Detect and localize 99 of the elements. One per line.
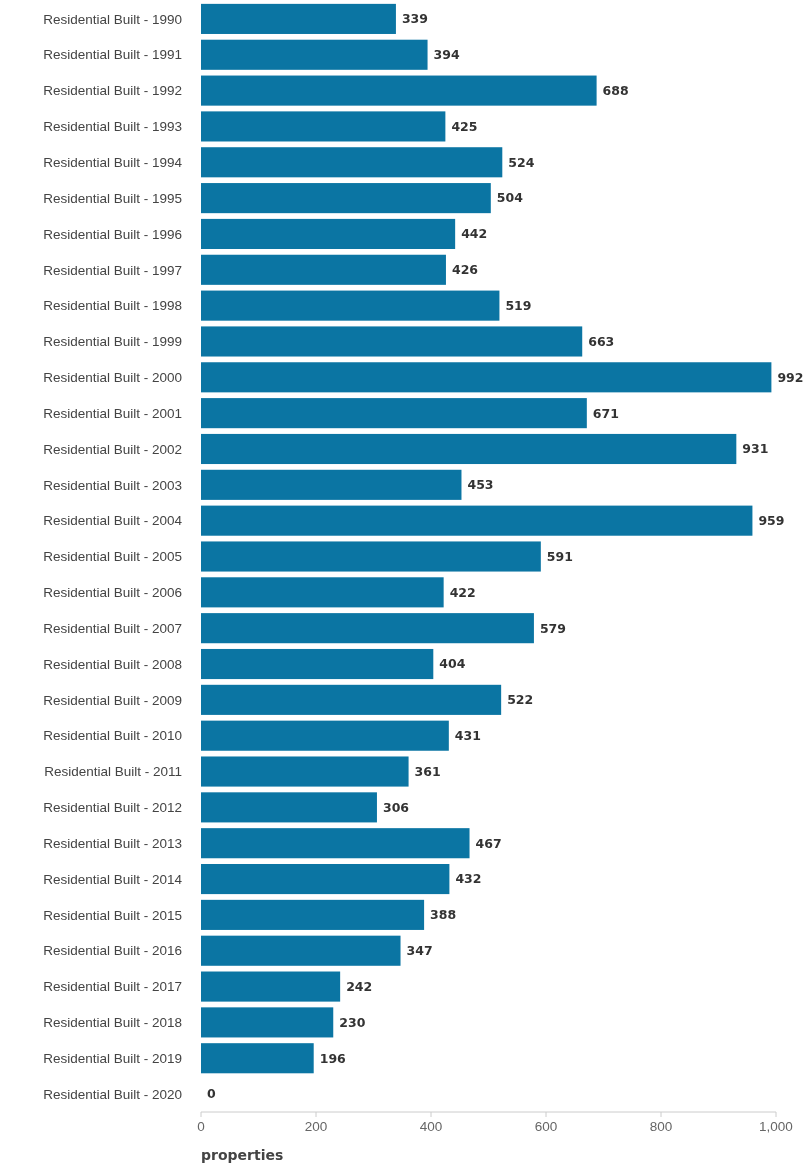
y-tick-label: Residential Built - 2004 <box>43 513 183 529</box>
y-tick-label: Residential Built - 2007 <box>43 620 182 636</box>
data-label: 388 <box>430 907 457 923</box>
data-label: 426 <box>451 262 479 278</box>
bar <box>201 433 737 465</box>
y-tick-label: Residential Built - 2011 <box>44 764 182 780</box>
data-label: 524 <box>508 154 535 170</box>
data-label: 230 <box>339 1014 366 1030</box>
bar <box>201 398 587 429</box>
bar <box>201 218 456 249</box>
data-label: 196 <box>319 1050 347 1066</box>
bar <box>201 183 491 214</box>
data-label: 453 <box>467 477 494 493</box>
y-tick-label: Residential Built - 2010 <box>43 728 182 744</box>
x-tick-label: 400 <box>419 1119 443 1134</box>
bar <box>201 792 377 823</box>
bar <box>201 3 396 34</box>
bar <box>201 828 470 859</box>
y-tick-label: Residential Built - 1992 <box>43 83 182 99</box>
bar <box>201 326 583 357</box>
y-tick-label: Residential Built - 2000 <box>43 370 182 386</box>
data-label: 242 <box>346 978 373 994</box>
data-label: 442 <box>461 226 488 242</box>
bar <box>201 469 462 500</box>
x-tick-label: 600 <box>534 1119 558 1134</box>
data-label: 688 <box>602 82 629 98</box>
x-tick-label: 0 <box>197 1119 205 1134</box>
y-tick-label: Residential Built - 2001 <box>43 405 182 421</box>
data-label: 347 <box>406 943 433 959</box>
y-tick-label: Residential Built - 2013 <box>43 835 182 851</box>
data-label: 671 <box>592 405 619 421</box>
x-tick-label: 800 <box>649 1119 673 1134</box>
data-label: 404 <box>439 656 466 672</box>
y-tick-label: Residential Built - 2005 <box>43 549 182 565</box>
y-tick-label: Residential Built - 1991 <box>43 47 182 63</box>
data-label: 992 <box>777 369 804 385</box>
data-label: 519 <box>505 298 532 313</box>
x-tick-label: 1,000 <box>759 1119 793 1134</box>
data-label: 579 <box>539 620 567 636</box>
y-tick-label: Residential Built - 1995 <box>43 190 182 206</box>
bar <box>201 254 446 285</box>
bar <box>201 935 401 966</box>
y-tick-label: Residential Built - 1996 <box>43 226 182 242</box>
y-tick-label: Residential Built - 2016 <box>43 943 182 959</box>
y-tick-label: Residential Built - 2020 <box>43 1086 182 1102</box>
bar <box>201 648 434 680</box>
bar <box>201 756 409 787</box>
bar <box>201 613 534 644</box>
y-tick-label: Residential Built - 1990 <box>43 11 182 27</box>
y-tick-label: Residential Built - 2018 <box>43 1015 182 1031</box>
bar <box>201 290 500 321</box>
y-tick-label: Residential Built - 2015 <box>43 907 182 923</box>
data-label: 394 <box>433 47 460 63</box>
bar <box>201 864 450 895</box>
y-tick-label: Residential Built - 2006 <box>43 585 182 601</box>
y-tick-label: Residential Built - 2014 <box>43 871 183 887</box>
y-tick-label: Residential Built - 2002 <box>43 441 182 457</box>
y-tick-label: Residential Built - 1998 <box>43 298 182 314</box>
y-tick-label: Residential Built - 1994 <box>43 155 183 170</box>
bar <box>201 147 503 178</box>
data-label: 663 <box>588 333 615 349</box>
bar <box>201 684 502 715</box>
y-tick-label: Residential Built - 2019 <box>43 1050 182 1066</box>
bar <box>201 541 541 572</box>
bar <box>201 362 772 393</box>
data-label: 959 <box>758 513 785 529</box>
y-tick-label: Residential Built - 2017 <box>43 979 182 995</box>
x-axis-title: properties <box>201 1147 284 1163</box>
y-tick-label: Residential Built - 1999 <box>43 334 182 350</box>
bar <box>201 39 428 70</box>
bar <box>201 75 597 106</box>
bar <box>201 505 753 536</box>
data-label: 522 <box>507 692 534 708</box>
data-label: 339 <box>401 11 429 27</box>
data-label: 431 <box>454 728 481 744</box>
y-tick-label: Residential Built - 1993 <box>43 119 182 135</box>
bar <box>201 720 449 751</box>
y-tick-label: Residential Built - 2003 <box>43 477 182 493</box>
data-label: 306 <box>382 799 410 815</box>
y-tick-label: Residential Built - 1997 <box>43 262 182 278</box>
bar <box>201 577 444 608</box>
bar <box>201 899 425 930</box>
data-label: 0 <box>207 1086 216 1102</box>
data-label: 467 <box>475 835 502 851</box>
bar <box>201 971 341 1002</box>
bar <box>201 111 446 142</box>
bar <box>201 1043 314 1074</box>
y-tick-label: Residential Built - 2009 <box>43 692 182 708</box>
y-tick-label: Residential Built - 2008 <box>43 656 182 672</box>
data-label: 422 <box>449 584 476 600</box>
x-tick-label: 200 <box>304 1119 328 1134</box>
data-label: 425 <box>451 118 478 134</box>
data-label: 931 <box>742 441 769 457</box>
data-label: 432 <box>455 871 482 887</box>
bar <box>201 1007 334 1038</box>
data-label: 361 <box>414 763 441 779</box>
data-label: 504 <box>496 190 524 206</box>
y-tick-label: Residential Built - 2012 <box>43 800 182 816</box>
data-label: 591 <box>546 548 573 564</box>
